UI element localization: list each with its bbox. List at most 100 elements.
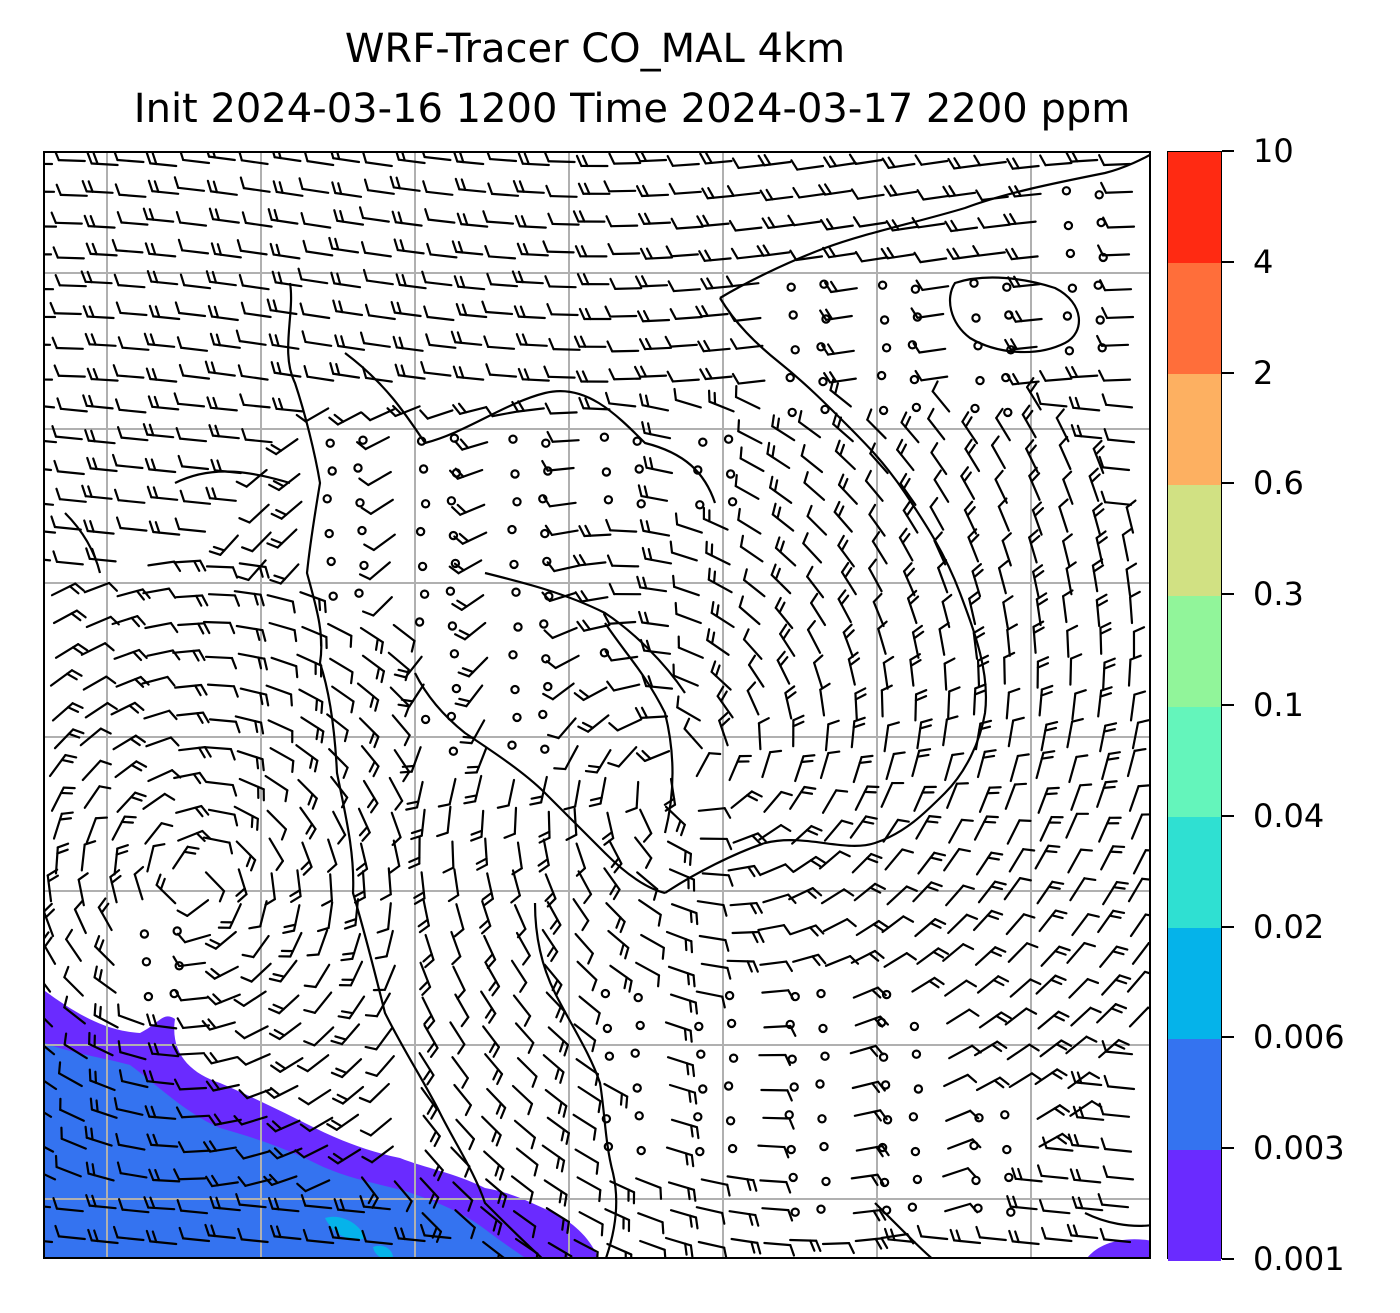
wind-barb: [147, 395, 180, 411]
wind-barb: [760, 1088, 793, 1102]
wind-barb: [792, 714, 805, 748]
colorbar-segment: [1168, 595, 1221, 707]
wind-barb: [877, 620, 888, 655]
wind-barb: [173, 176, 206, 192]
wind-barb: [668, 868, 696, 892]
wind-barb: [362, 779, 379, 814]
wind-barb: [60, 1126, 87, 1150]
wind-barb: [885, 751, 906, 781]
wind-barb: [422, 1114, 441, 1148]
wind-barb: [485, 1178, 508, 1208]
wind-barb: [1100, 845, 1126, 871]
wind-barb: [975, 189, 1009, 202]
wind-barb: [695, 990, 726, 1009]
wind-barb: [241, 428, 273, 444]
wind-barb: [392, 623, 416, 653]
wind-barb: [1038, 1199, 1071, 1215]
wind-barb: [298, 688, 324, 715]
wind-barb: [514, 1237, 539, 1257]
wind-barb: [575, 154, 609, 168]
wind-barb: [54, 643, 89, 659]
wind-barb: [946, 1008, 980, 1025]
calm-wind-marker: [973, 341, 983, 351]
wind-barb: [978, 1011, 1012, 1029]
wind-barb: [145, 736, 180, 748]
wind-barb: [376, 902, 392, 934]
wind-barb: [512, 994, 532, 1027]
wind-barb: [503, 806, 518, 839]
wind-barb: [837, 534, 855, 568]
wind-barb: [913, 785, 937, 812]
wind-barb: [546, 561, 581, 573]
wind-barb: [234, 1025, 269, 1040]
wind-barb: [849, 1044, 884, 1058]
wind-barb: [638, 610, 670, 628]
wind-barb: [133, 866, 145, 901]
wind-barb: [85, 816, 108, 844]
calm-wind-marker: [727, 497, 738, 507]
wind-barb: [1067, 1071, 1101, 1090]
wind-barbs: [45, 153, 1149, 1257]
wind-barb: [175, 210, 208, 227]
fill-level-0-006: [373, 1245, 393, 1257]
wind-barb: [779, 623, 796, 657]
calm-wind-marker: [1000, 1110, 1010, 1120]
calm-wind-marker: [816, 342, 826, 352]
plot-title-line-2: Init 2024-03-16 1200 Time 2024-03-17 220…: [133, 86, 1131, 132]
wind-barb: [1008, 1229, 1040, 1246]
wind-barb: [864, 469, 884, 502]
wind-barb: [854, 687, 867, 721]
wind-barb: [485, 363, 518, 378]
wind-barb: [145, 153, 178, 168]
colorbar-segment: [1168, 706, 1221, 818]
wind-barb: [282, 904, 301, 935]
wind-barb: [51, 702, 84, 722]
wind-barb: [278, 931, 303, 958]
wind-barb: [207, 593, 241, 607]
wind-barb: [515, 931, 531, 966]
wind-barb: [790, 924, 825, 937]
wind-barb: [116, 426, 149, 442]
wind-barb: [881, 156, 916, 169]
colorbar-tick-label: 0.001: [1253, 1240, 1345, 1278]
wind-barb: [388, 776, 404, 811]
wind-barb: [929, 496, 945, 531]
wind-barb: [968, 590, 981, 626]
wind-barb: [899, 472, 917, 506]
wind-barb: [916, 718, 933, 750]
wind-barb: [203, 1140, 237, 1153]
calm-wind-marker: [359, 560, 369, 571]
wind-barb: [1070, 424, 1103, 440]
wind-barb: [697, 807, 732, 819]
wind-barb: [577, 1085, 602, 1114]
wind-barb: [665, 1146, 695, 1168]
wind-barb: [698, 934, 730, 952]
wind-barb: [202, 836, 234, 855]
wind-barb: [80, 642, 115, 656]
fill-level-0-003: [45, 1043, 524, 1257]
wind-barb: [455, 1118, 475, 1151]
wind-barb: [546, 430, 580, 443]
wind-barb: [83, 581, 118, 594]
calm-wind-marker: [540, 528, 550, 539]
wind-barb: [146, 485, 179, 501]
wind-barb: [734, 384, 761, 410]
wind-barb: [358, 561, 391, 581]
wind-barb: [949, 1228, 982, 1245]
wind-barb: [546, 303, 579, 317]
wind-barb: [789, 785, 817, 810]
calm-wind-marker: [788, 1172, 798, 1183]
wind-barb: [109, 869, 122, 904]
wind-barb: [759, 960, 794, 973]
wind-barb: [206, 153, 236, 162]
wind-barb: [851, 1080, 886, 1094]
wind-barb: [605, 518, 638, 533]
wind-barb: [172, 649, 206, 662]
wind-barb: [850, 188, 885, 200]
wind-barb: [1007, 716, 1025, 748]
wind-barb: [806, 504, 828, 536]
wind-barb: [209, 332, 241, 349]
wind-barb: [898, 527, 914, 562]
calm-wind-marker: [599, 648, 610, 658]
wind-barb: [852, 754, 874, 784]
